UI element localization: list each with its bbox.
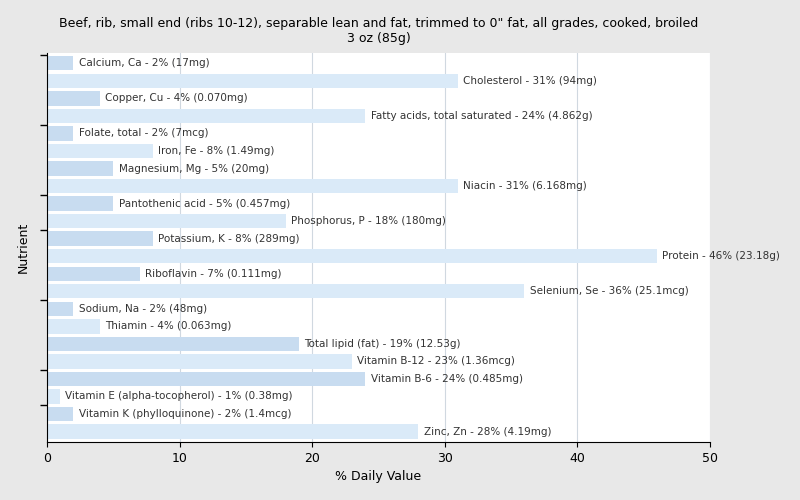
Bar — [47, 266, 140, 281]
Text: Copper, Cu - 4% (0.070mg): Copper, Cu - 4% (0.070mg) — [106, 94, 248, 104]
Bar — [47, 336, 299, 351]
Text: Vitamin K (phylloquinone) - 2% (1.4mcg): Vitamin K (phylloquinone) - 2% (1.4mcg) — [78, 409, 291, 419]
Bar — [47, 179, 458, 193]
Text: Potassium, K - 8% (289mg): Potassium, K - 8% (289mg) — [158, 234, 300, 243]
Text: Protein - 46% (23.18g): Protein - 46% (23.18g) — [662, 251, 780, 261]
Bar — [47, 372, 366, 386]
Bar — [47, 74, 458, 88]
Text: Zinc, Zn - 28% (4.19mg): Zinc, Zn - 28% (4.19mg) — [423, 426, 551, 436]
Text: Calcium, Ca - 2% (17mg): Calcium, Ca - 2% (17mg) — [78, 58, 210, 68]
Text: Iron, Fe - 8% (1.49mg): Iron, Fe - 8% (1.49mg) — [158, 146, 274, 156]
Bar — [47, 424, 418, 438]
Text: Selenium, Se - 36% (25.1mcg): Selenium, Se - 36% (25.1mcg) — [530, 286, 689, 296]
Bar — [47, 407, 74, 421]
Bar — [47, 162, 114, 175]
Bar — [47, 249, 657, 264]
Text: Niacin - 31% (6.168mg): Niacin - 31% (6.168mg) — [463, 181, 587, 191]
Bar — [47, 284, 524, 298]
Bar — [47, 319, 100, 334]
Text: Total lipid (fat) - 19% (12.53g): Total lipid (fat) - 19% (12.53g) — [304, 339, 461, 349]
Text: Fatty acids, total saturated - 24% (4.862g): Fatty acids, total saturated - 24% (4.86… — [370, 111, 592, 121]
Bar — [47, 232, 153, 246]
Text: Vitamin E (alpha-tocopherol) - 1% (0.38mg): Vitamin E (alpha-tocopherol) - 1% (0.38m… — [66, 392, 293, 402]
X-axis label: % Daily Value: % Daily Value — [335, 470, 422, 484]
Text: Vitamin B-6 - 24% (0.485mg): Vitamin B-6 - 24% (0.485mg) — [370, 374, 522, 384]
Bar — [47, 196, 114, 211]
Bar — [47, 354, 352, 368]
Bar — [47, 91, 100, 106]
Text: Vitamin B-12 - 23% (1.36mcg): Vitamin B-12 - 23% (1.36mcg) — [358, 356, 515, 366]
Bar — [47, 108, 366, 123]
Bar — [47, 56, 74, 70]
Bar — [47, 214, 286, 228]
Bar — [47, 390, 60, 404]
Bar — [47, 126, 74, 140]
Y-axis label: Nutrient: Nutrient — [17, 222, 30, 273]
Text: Magnesium, Mg - 5% (20mg): Magnesium, Mg - 5% (20mg) — [118, 164, 269, 173]
Bar — [47, 302, 74, 316]
Text: Thiamin - 4% (0.063mg): Thiamin - 4% (0.063mg) — [106, 322, 232, 332]
Text: Cholesterol - 31% (94mg): Cholesterol - 31% (94mg) — [463, 76, 598, 86]
Text: Folate, total - 2% (7mcg): Folate, total - 2% (7mcg) — [78, 128, 208, 138]
Text: Sodium, Na - 2% (48mg): Sodium, Na - 2% (48mg) — [78, 304, 207, 314]
Text: Phosphorus, P - 18% (180mg): Phosphorus, P - 18% (180mg) — [291, 216, 446, 226]
Bar — [47, 144, 153, 158]
Text: Riboflavin - 7% (0.111mg): Riboflavin - 7% (0.111mg) — [145, 268, 282, 278]
Title: Beef, rib, small end (ribs 10-12), separable lean and fat, trimmed to 0" fat, al: Beef, rib, small end (ribs 10-12), separ… — [59, 16, 698, 44]
Text: Pantothenic acid - 5% (0.457mg): Pantothenic acid - 5% (0.457mg) — [118, 198, 290, 208]
